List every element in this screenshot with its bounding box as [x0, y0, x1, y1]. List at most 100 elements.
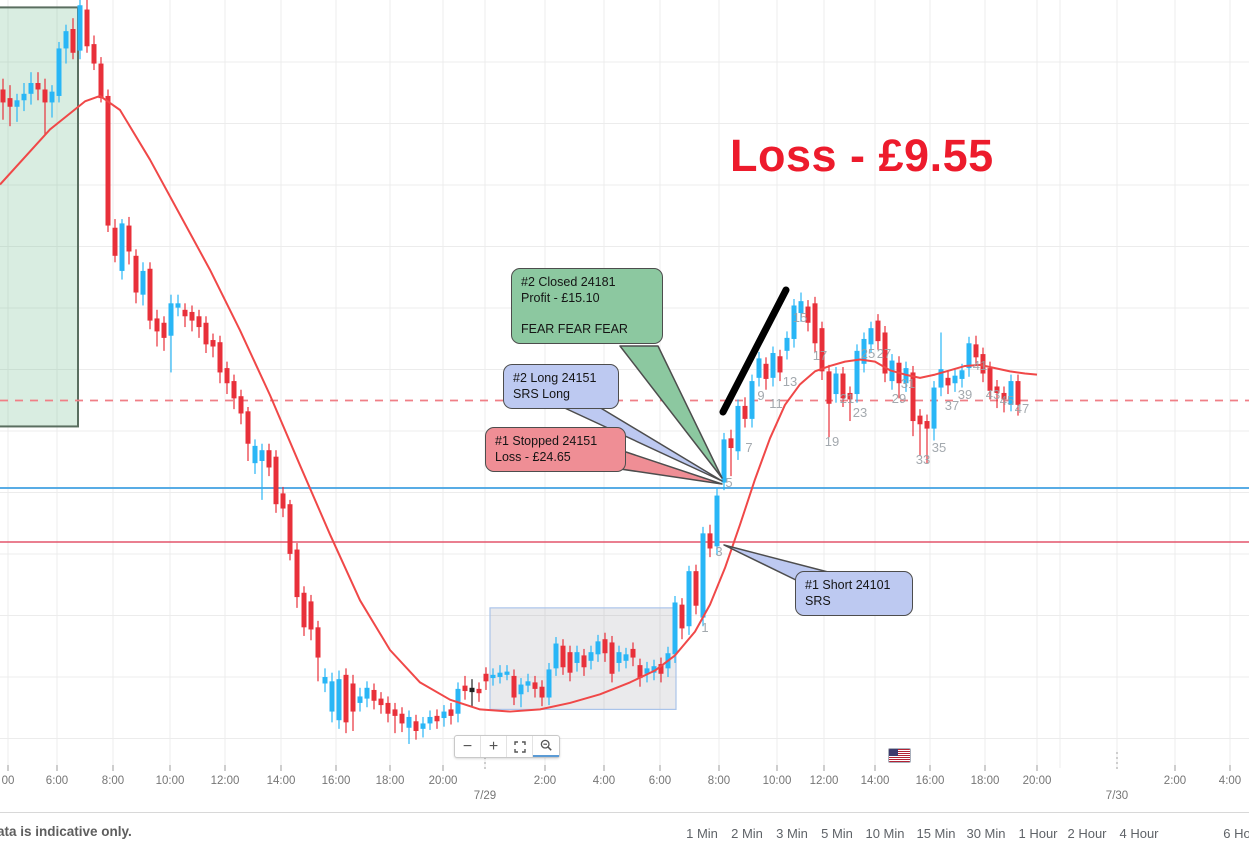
candle-body: [294, 549, 300, 598]
candle-body: [245, 411, 251, 444]
candle-body: [28, 83, 34, 94]
candle-body: [287, 504, 293, 554]
candle-body: [840, 373, 846, 399]
candle-body: [385, 702, 391, 714]
candle-body: [553, 643, 559, 669]
bar-number-label: 45: [1000, 393, 1014, 408]
x-axis-label: 2:00: [534, 775, 556, 787]
candle-body: [0, 89, 6, 103]
timeframe-2-min[interactable]: 2 Min: [731, 826, 763, 841]
timeframe-2-hour[interactable]: 2 Hour: [1067, 826, 1107, 841]
candle-body: [546, 669, 552, 698]
candle-body: [224, 368, 230, 384]
candle-body: [56, 48, 62, 96]
candle-body: [210, 340, 216, 347]
candle-body: [399, 713, 405, 724]
candle-body: [728, 438, 734, 449]
bar-number-label: 25: [861, 346, 875, 361]
callout-long-trade[interactable]: #2 Long 24151 SRS Long: [503, 364, 619, 409]
zoom-in-button[interactable]: +: [481, 736, 507, 757]
disclaimer-text: ata is indicative only.: [0, 824, 132, 839]
candle-body: [308, 601, 314, 630]
timeframe-30-min[interactable]: 30 Min: [966, 826, 1006, 841]
date-label: 7/29: [474, 790, 496, 802]
zoom-out-button[interactable]: −: [455, 736, 481, 757]
bar-number-label: 43: [986, 387, 1000, 402]
bar-number-label: 17: [813, 348, 827, 363]
timeframe-4-hour[interactable]: 4 Hour: [1119, 826, 1159, 841]
candle-body: [413, 721, 419, 731]
candle-body: [70, 29, 76, 53]
callout-text: [521, 306, 653, 322]
candle-body: [154, 318, 160, 332]
x-axis-label: 4:00: [593, 775, 615, 787]
candle-body: [980, 354, 986, 374]
candle-body: [679, 604, 685, 629]
candle-body: [49, 91, 55, 103]
candle-body: [448, 709, 454, 716]
candle-body: [112, 227, 118, 256]
zoom-tool-button[interactable]: [533, 736, 559, 757]
callout-text: Profit - £15.10: [521, 290, 600, 305]
timeframe-5-min[interactable]: 5 Min: [821, 826, 853, 841]
candle-body: [525, 681, 531, 686]
callout-stopped-trade[interactable]: #1 Stopped 24151 Loss - £24.65: [485, 427, 626, 472]
candle-body: [343, 674, 349, 723]
bar-number-label: 35: [932, 440, 946, 455]
bar-number-label: 37: [945, 398, 959, 413]
candle-body: [651, 666, 657, 673]
date-label: 7/30: [1106, 790, 1128, 802]
footer-bar: ata is indicative only. 1 Min 2 Min 3 Mi…: [0, 812, 1249, 851]
x-axis-label: 6:00: [46, 775, 68, 787]
candle-body: [77, 5, 83, 51]
timeframe-3-min[interactable]: 3 Min: [776, 826, 808, 841]
candle-body: [994, 386, 1000, 393]
bar-number-label: 13: [783, 374, 797, 389]
candle-body: [182, 309, 188, 317]
bar-number-label: 47: [1015, 401, 1029, 416]
candle-body: [119, 223, 125, 271]
candle-body: [420, 723, 426, 729]
x-axis-label: 18:00: [376, 775, 405, 787]
callout-tail: [619, 345, 723, 479]
candle-body: [497, 672, 503, 677]
candle-body: [126, 225, 132, 252]
callout-short-trade[interactable]: #1 Short 24101 SRS: [795, 571, 913, 616]
bar-number-label: 23: [853, 405, 867, 420]
candle-body: [434, 715, 440, 722]
candle-body: [322, 677, 328, 684]
candle-body: [273, 456, 279, 505]
candle-body: [581, 655, 587, 668]
x-axis-label: 2:00: [1164, 775, 1186, 787]
candle-body: [784, 337, 790, 351]
candle-body: [952, 375, 958, 384]
callout-text: #1 Short 24101: [805, 578, 891, 592]
bar-number-label: 15: [793, 310, 807, 325]
candle-body: [98, 63, 104, 99]
candle-body: [238, 396, 244, 414]
candle-body: [259, 450, 265, 461]
candle-body: [189, 311, 195, 321]
candle-body: [462, 685, 468, 692]
timeframe-1-hour[interactable]: 1 Hour: [1018, 826, 1058, 841]
bar-number-label: 27: [877, 346, 891, 361]
candle-body: [805, 306, 811, 323]
fullscreen-button[interactable]: [507, 736, 533, 757]
callout-text: SRS: [805, 593, 831, 608]
candle-body: [35, 83, 41, 90]
candle-body: [315, 627, 321, 658]
candle-body: [945, 377, 951, 386]
candle-body: [532, 682, 538, 689]
chart-zoom-toolbar: − +: [454, 735, 560, 758]
green-zone: [0, 6, 79, 428]
x-axis-label: 00: [2, 775, 15, 787]
timeframe-15-min[interactable]: 15 Min: [916, 826, 956, 841]
timeframe-10-min[interactable]: 10 Min: [865, 826, 905, 841]
timeframe-1-min[interactable]: 1 Min: [686, 826, 718, 841]
callout-closed-trade[interactable]: #2 Closed 24181 Profit - £15.10 FEAR FEA…: [511, 268, 663, 344]
x-axis-label: 10:00: [156, 775, 185, 787]
candle-body: [602, 639, 608, 654]
candle-body: [378, 698, 384, 706]
timeframe-6-hour[interactable]: 6 Ho: [1223, 826, 1249, 841]
